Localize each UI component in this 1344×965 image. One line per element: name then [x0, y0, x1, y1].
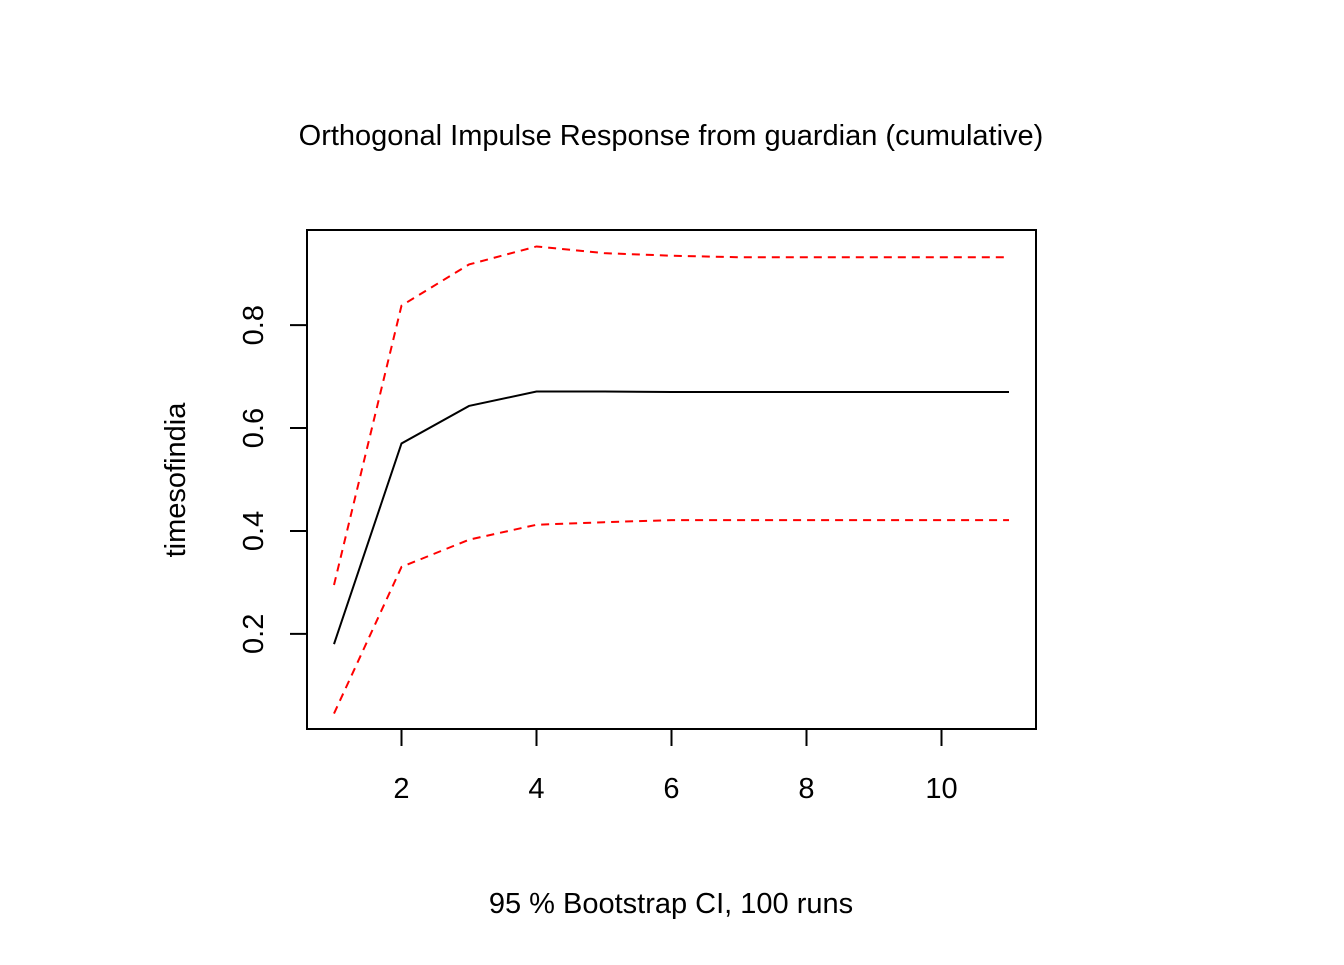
- x-tick-label: 10: [925, 773, 957, 805]
- y-tick-label: 0.2: [238, 614, 270, 654]
- x-tick-label: 4: [528, 773, 544, 805]
- y-tick-label: 0.6: [238, 408, 270, 448]
- x-tick-label: 8: [798, 773, 814, 805]
- series-line-upper-ci: [333, 245, 1009, 586]
- series-line-lower-ci: [333, 519, 1009, 714]
- y-axis: 0.2 0.4 0.6 0.8: [238, 305, 308, 654]
- x-tick-label: 6: [663, 773, 679, 805]
- x-tick-label: 2: [393, 773, 409, 805]
- y-tick-label: 0.4: [238, 511, 270, 551]
- y-axis-label: timesofindia: [160, 402, 192, 558]
- y-tick-label: 0.8: [238, 305, 270, 345]
- plot-frame: [306, 229, 1037, 730]
- x-axis: 2 4 6 8 10: [393, 728, 958, 805]
- series-layer: [333, 245, 1009, 714]
- chart-title: Orthogonal Impulse Response from guardia…: [299, 120, 1044, 152]
- x-axis-label: 95 % Bootstrap CI, 100 runs: [489, 888, 853, 920]
- series-line-response: [333, 390, 1009, 645]
